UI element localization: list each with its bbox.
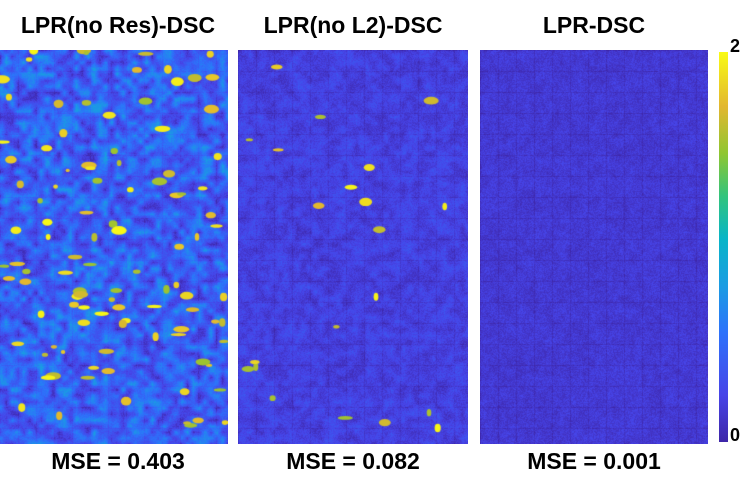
colorbar-min-label: 0 bbox=[730, 425, 741, 445]
panel-1-title: LPR(no Res)-DSC bbox=[20, 12, 216, 38]
panel-1-mse: MSE = 0.403 bbox=[51, 448, 185, 474]
panel-2-title: LPR(no L2)-DSC bbox=[263, 12, 443, 38]
panel-2-mse: MSE = 0.082 bbox=[286, 448, 420, 474]
panel-3-title: LPR-DSC bbox=[542, 12, 646, 38]
panel-3-heatmap bbox=[480, 50, 708, 444]
panel-1-heatmap bbox=[0, 50, 228, 444]
panel-2-heatmap bbox=[238, 50, 468, 444]
colorbar-max-label: 2 bbox=[730, 36, 741, 56]
colorbar bbox=[719, 52, 728, 442]
panel-3-mse: MSE = 0.001 bbox=[527, 448, 661, 474]
